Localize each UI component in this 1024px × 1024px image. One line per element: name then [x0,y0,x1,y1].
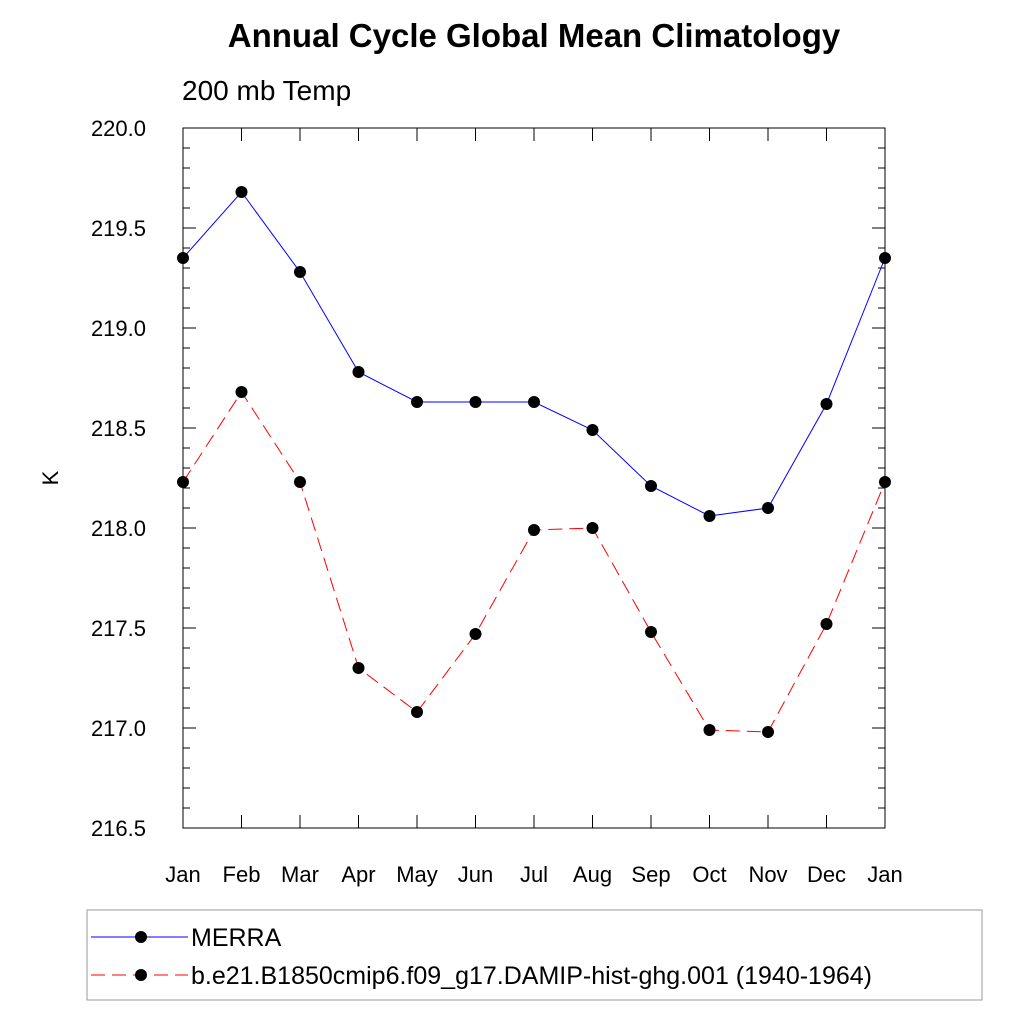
x-tick-label: Jul [520,862,548,887]
series-1-point [469,628,482,640]
legend-marker-merra [135,931,147,943]
series-line-0 [182,191,886,517]
series-0-point [820,398,833,410]
plot-frame [182,127,886,829]
series-1-point [235,386,248,398]
series-1-point [586,522,599,534]
series-0-point [469,396,482,408]
x-tick-label: Nov [748,862,787,887]
y-tick-label: 219.5 [91,216,146,241]
legend-label-merra: MERRA [191,924,282,952]
legend: MERRA b.e21.B1850cmip6.f09_g17.DAMIP-his… [86,909,983,1001]
x-tick-label: Aug [573,862,612,887]
x-tick-label: Mar [281,862,319,887]
x-tick-label: Jun [458,862,493,887]
y-tick-label: 218.0 [91,516,146,541]
x-tick-label: Oct [692,862,726,887]
series-0-point [586,424,599,436]
series-1-point [411,706,423,718]
series-0-point [528,396,540,408]
series-0-point [762,502,774,514]
legend-box [86,909,983,1001]
x-tick-label: Apr [341,862,375,887]
series-0-point [352,366,365,378]
series-line-1 [182,391,886,733]
chart-title: Annual Cycle Global Mean Climatology [228,17,841,54]
y-tick-label: 216.5 [91,816,146,841]
series-1-point [294,476,306,488]
series-1-point [762,726,774,738]
series-1-point [645,626,657,638]
y-tick-label: 217.5 [91,616,146,641]
series-0-point [411,396,423,408]
x-tick-label: May [396,862,438,887]
x-tick-label: Feb [223,862,261,887]
series-0-point [645,480,657,492]
y-axis-label: K [38,470,63,485]
series-0-point [235,186,248,198]
series-1-point [528,524,540,536]
series-0-point [703,510,716,522]
x-tick-label: Dec [807,862,846,887]
x-tick-label: Jan [165,862,200,887]
y-tick-label: 217.0 [91,716,146,741]
y-tick-label: 219.0 [91,316,146,341]
x-tick-label: Sep [631,862,670,887]
chart-subtitle: 200 mb Temp [182,75,351,106]
series-1-point [352,662,365,674]
legend-label-model: b.e21.B1850cmip6.f09_g17.DAMIP-hist-ghg.… [191,962,872,990]
series-0-point [294,266,306,278]
x-tick-label: Jan [867,862,902,887]
series-1-point [820,618,833,630]
y-tick-label: 220.0 [91,116,146,141]
y-tick-label: 218.5 [91,416,146,441]
series-1-point [703,724,716,736]
series-layer [177,186,891,738]
legend-marker-model [135,969,147,981]
axis-ticks: Jan Feb Mar Apr May Jun Jul Aug Sep Oct Nov Dec Jan 2… [91,116,903,887]
